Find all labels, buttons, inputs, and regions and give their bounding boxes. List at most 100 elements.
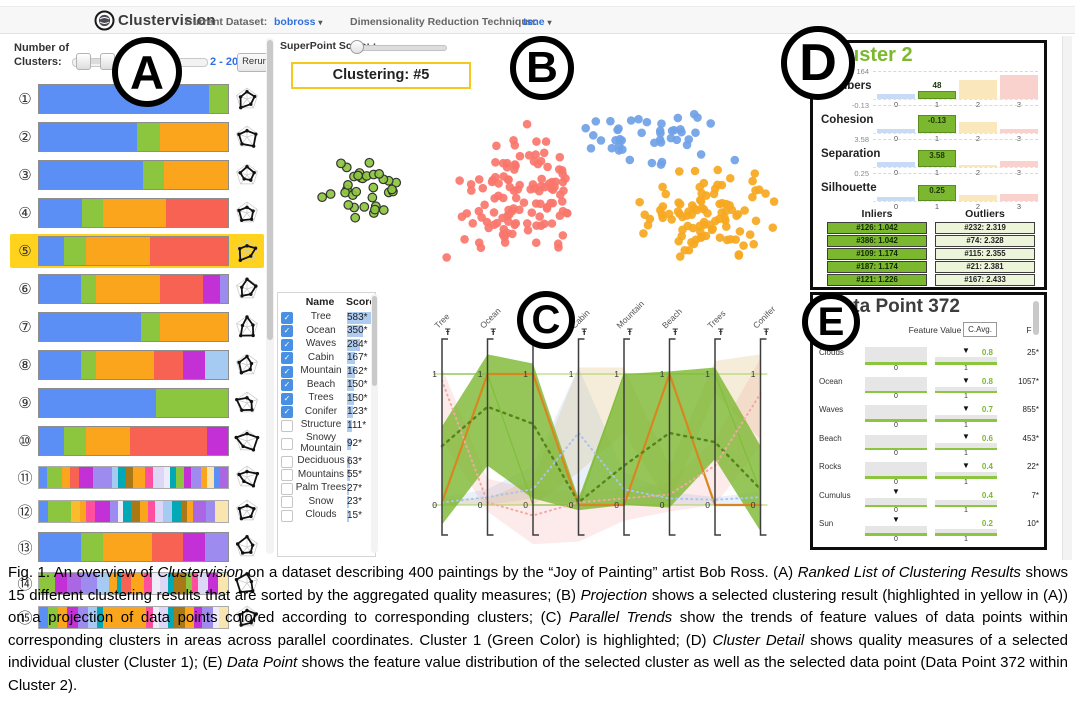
feature-row[interactable]: Snow 23* — [278, 496, 375, 508]
data-point[interactable] — [689, 239, 699, 249]
data-point[interactable] — [462, 209, 472, 218]
data-point[interactable] — [539, 148, 549, 158]
data-point[interactable] — [317, 192, 328, 203]
data-point[interactable] — [697, 203, 707, 213]
data-point[interactable] — [596, 136, 606, 145]
data-point[interactable] — [673, 113, 683, 123]
data-point[interactable] — [559, 186, 568, 195]
feature-checkbox[interactable] — [281, 482, 293, 495]
data-point[interactable] — [543, 162, 552, 172]
outlier-item[interactable]: #232: 2.319 — [935, 222, 1035, 234]
feature-row[interactable]: ✓ Trees 150* — [278, 392, 375, 405]
data-point[interactable] — [642, 117, 652, 127]
data-point[interactable] — [701, 191, 711, 200]
data-point[interactable] — [508, 229, 517, 239]
data-point[interactable] — [343, 200, 354, 210]
data-point[interactable] — [750, 169, 760, 178]
data-point[interactable] — [690, 166, 700, 176]
axis-flip-icon[interactable]: Ŧ — [445, 327, 451, 337]
data-point[interactable] — [510, 220, 519, 230]
data-point[interactable] — [466, 179, 476, 189]
data-point[interactable] — [696, 150, 706, 159]
data-point[interactable] — [607, 143, 617, 153]
data-point[interactable] — [754, 185, 764, 195]
data-point[interactable] — [691, 128, 700, 137]
data-point[interactable] — [657, 119, 666, 128]
data-point[interactable] — [699, 178, 709, 188]
data-point[interactable] — [547, 184, 556, 193]
e-marker-icon[interactable]: ▼ — [962, 461, 970, 470]
feature-checkbox[interactable] — [281, 455, 293, 468]
data-point[interactable] — [680, 245, 689, 255]
inlier-item[interactable]: #386: 1.042 — [827, 235, 927, 247]
data-point[interactable] — [676, 125, 685, 134]
data-point[interactable] — [749, 239, 758, 249]
data-point[interactable] — [474, 175, 484, 184]
e-marker-icon[interactable]: ▼ — [962, 404, 970, 413]
feature-checkbox[interactable] — [281, 496, 293, 508]
feature-checkbox[interactable]: ✓ — [281, 352, 293, 364]
data-point[interactable] — [745, 230, 755, 239]
data-point[interactable] — [350, 212, 361, 223]
feature-checkbox[interactable]: ✓ — [281, 379, 293, 391]
data-point[interactable] — [351, 186, 362, 197]
data-point[interactable] — [535, 212, 544, 221]
data-point[interactable] — [478, 183, 488, 193]
cluster-row[interactable]: ⑨ — [10, 386, 264, 420]
feature-row[interactable]: Snowy Mountain 92* — [278, 432, 375, 454]
feature-row[interactable]: ✓ Ocean 350* — [278, 325, 375, 337]
data-point[interactable] — [511, 161, 520, 171]
data-point[interactable] — [343, 180, 353, 190]
data-point[interactable] — [498, 230, 508, 239]
data-point[interactable] — [682, 140, 692, 150]
data-point[interactable] — [721, 216, 730, 225]
panel-e-scrollbar-thumb[interactable] — [1033, 301, 1039, 335]
feature-checkbox[interactable]: ✓ — [281, 406, 293, 418]
dataset-dropdown[interactable]: bobross ▾ — [274, 16, 323, 28]
data-point[interactable] — [739, 241, 748, 250]
projection-plot[interactable] — [280, 88, 805, 292]
data-point[interactable] — [705, 220, 714, 230]
data-point[interactable] — [635, 197, 644, 207]
data-point[interactable] — [703, 209, 712, 218]
data-point[interactable] — [658, 202, 668, 211]
data-point[interactable] — [531, 150, 540, 159]
data-point[interactable] — [717, 180, 727, 190]
data-point[interactable] — [510, 141, 520, 150]
data-point[interactable] — [687, 201, 697, 210]
measure-bar[interactable] — [959, 195, 997, 201]
cluster-row[interactable]: ⑦ — [10, 310, 264, 344]
measure-bar[interactable] — [1000, 161, 1038, 167]
data-point[interactable] — [511, 193, 521, 203]
data-point[interactable] — [542, 202, 552, 212]
data-point[interactable] — [367, 192, 378, 203]
data-point[interactable] — [547, 219, 557, 228]
data-point[interactable] — [637, 128, 646, 138]
measure-bar[interactable] — [877, 129, 915, 133]
data-point[interactable] — [378, 205, 389, 215]
data-point[interactable] — [761, 189, 770, 198]
feature-table-scrollbar[interactable] — [371, 294, 378, 553]
cluster-row[interactable]: ③ — [10, 158, 264, 192]
data-point[interactable] — [689, 109, 699, 119]
data-point[interactable] — [460, 234, 469, 244]
data-point[interactable] — [591, 117, 601, 126]
data-point[interactable] — [325, 189, 336, 199]
measure-bar[interactable] — [1000, 194, 1038, 201]
data-point[interactable] — [455, 176, 464, 185]
cluster-row[interactable]: ⑮ — [10, 602, 264, 632]
panel-a-scrollbar-thumb[interactable] — [267, 40, 273, 340]
measure-bar[interactable] — [918, 185, 956, 201]
data-point[interactable] — [515, 151, 525, 161]
data-point[interactable] — [515, 180, 525, 190]
data-point[interactable] — [541, 137, 551, 146]
measure-bar[interactable] — [877, 162, 915, 167]
data-point[interactable] — [769, 197, 779, 206]
feature-checkbox[interactable] — [281, 419, 293, 432]
data-point[interactable] — [669, 125, 679, 135]
data-point[interactable] — [656, 160, 666, 169]
data-point[interactable] — [740, 206, 749, 215]
feature-row[interactable]: ✓ Waves 284* — [278, 338, 375, 351]
data-point[interactable] — [529, 157, 539, 166]
data-point[interactable] — [502, 158, 512, 168]
